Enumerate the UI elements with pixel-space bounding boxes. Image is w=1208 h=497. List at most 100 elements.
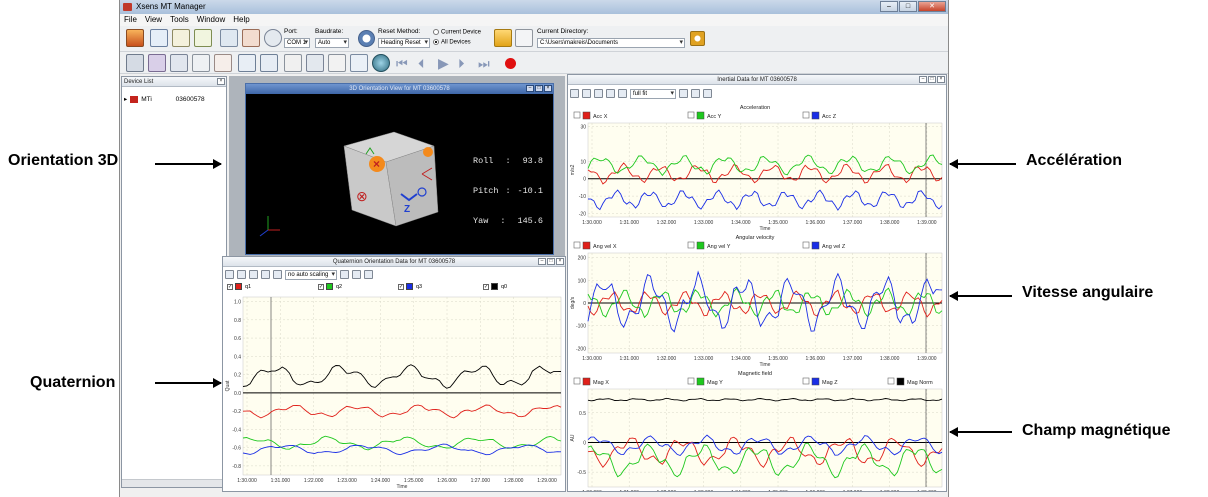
play-icon[interactable]: ▶ [438,55,449,71]
step-back-icon[interactable]: ⏴ [418,56,425,71]
legend-q3[interactable]: ✓ q3 [398,283,423,290]
inertial-max-icon[interactable]: □ [928,76,936,83]
menu-file[interactable]: File [124,15,137,24]
zoom-icon[interactable] [225,270,234,279]
inertial-title: Inertial Data for MT 03600578 [717,77,797,83]
orientation-3d-canvas[interactable]: × ⊗ Z [246,94,553,254]
columns-icon[interactable] [273,270,282,279]
z-dot-icon [417,187,427,197]
time-sync-icon[interactable] [372,54,390,72]
reset-orientation-icon[interactable] [358,30,375,47]
inertial-scaling-select[interactable]: full fit [630,88,676,99]
inertial-view-icon[interactable] [170,54,188,72]
in-settings-icon[interactable] [606,89,615,98]
directory-select[interactable]: C:\Users\makreis\Documents [537,38,685,48]
device-settings-icon[interactable] [150,29,168,47]
device-icon [130,95,139,103]
mag-xtick-label: 1:30.000 [582,490,602,491]
device-list-close-icon[interactable]: × [217,78,225,85]
device-row[interactable]: ▸ MTi 03600578 [124,95,205,103]
port-select[interactable]: COM 1 [284,38,310,48]
quat-close-icon[interactable]: × [556,258,564,265]
matrix-view-icon[interactable] [214,54,232,72]
inertial-close-icon[interactable]: × [937,76,945,83]
window-titlebar: Xsens MT Manager – □ ✕ [120,0,948,14]
orientation-max-icon[interactable]: □ [535,85,543,92]
port-gear-icon[interactable] [264,29,282,47]
orientation-min-icon[interactable]: – [526,85,534,92]
connect-icon[interactable] [126,29,144,47]
fit-icon[interactable] [249,270,258,279]
series-q1-line [242,404,562,419]
legend-q1-label: q1 [245,283,252,290]
graph-settings-icon[interactable] [261,270,270,279]
acc-xtick-label: 1:30.000 [582,220,602,226]
quaternion-view-icon[interactable] [192,54,210,72]
maximize-button[interactable]: □ [899,1,917,12]
log-file-icon[interactable] [172,29,190,47]
export-icon[interactable] [515,29,533,47]
quat-plot-area [242,296,562,476]
reset-method-label: Reset Method: [378,28,421,35]
in-export-icon[interactable] [703,89,712,98]
mag-legend-checkbox [687,377,695,385]
gyr-ytick-label: -200 [576,346,586,352]
quat-max-icon[interactable]: □ [547,258,555,265]
legend-q0[interactable]: ✓ q0 [483,283,508,290]
quat-min-icon[interactable]: – [538,258,546,265]
x-axis-marker [369,156,385,172]
export-chart-icon[interactable] [364,270,373,279]
radio-all-label: All Devices [441,39,471,46]
gnss-view-icon[interactable] [284,54,302,72]
skip-end-icon[interactable]: ⏭ [478,56,490,71]
pan-icon[interactable] [237,270,246,279]
device-name: MTi [141,96,152,103]
skip-start-icon[interactable]: ⏮ [396,56,408,71]
quat-xtick-label: 1:28.000 [504,478,524,484]
in-pan-icon[interactable] [582,89,591,98]
pressure-view-icon[interactable] [306,54,324,72]
menu-help[interactable]: Help [233,15,250,24]
orientation-close-icon[interactable]: × [544,85,552,92]
timeline-view-icon[interactable] [328,54,346,72]
status-view-icon[interactable] [238,54,256,72]
in-chart-icon[interactable] [679,89,688,98]
disconnect-icon[interactable] [220,29,238,47]
in-save-icon[interactable] [691,89,700,98]
radio-all-devices[interactable]: All Devices [433,39,471,46]
radio-current-device[interactable]: Current Device [433,29,481,36]
reset-method-select[interactable]: Heading Reset [378,38,430,48]
quaternion-chart[interactable]: 1.0 0.8 0.6 0.4 0.2 0.0 -0.2 -0.4 -0.6 -0.8 1:30.0… [223,293,565,491]
inertial-min-icon[interactable]: – [919,76,927,83]
configure-icon[interactable] [194,29,212,47]
menu-view[interactable]: View [144,15,163,24]
quat-scaling-select[interactable]: no auto scaling [285,269,337,280]
baudrate-select[interactable]: Auto [315,38,349,48]
in-columns-icon[interactable] [618,89,627,98]
open-folder-icon[interactable] [494,29,512,47]
acc-xtick-label: 1:39.000 [917,220,937,226]
in-zoom-icon[interactable] [570,89,579,98]
record-icon[interactable] [505,58,516,69]
3d-view-icon[interactable] [126,54,144,72]
chart-icon[interactable] [340,270,349,279]
scan-icon[interactable] [242,29,260,47]
browse-icon[interactable] [690,31,705,46]
raw-data-icon[interactable] [260,54,278,72]
close-button[interactable]: ✕ [918,1,946,12]
legend-q1[interactable]: ✓ q1 [227,283,252,290]
in-fit-icon[interactable] [594,89,603,98]
roll-label: Roll [473,156,494,166]
map-view-icon[interactable] [350,54,368,72]
legend-q2[interactable]: ✓ q2 [318,283,343,290]
euler-view-icon[interactable] [148,54,166,72]
mag-xtick-label: 1:34.000 [731,490,751,491]
step-forward-icon[interactable]: ⏵ [458,56,465,71]
menu-tools[interactable]: Tools [170,15,189,24]
save-icon[interactable] [352,270,361,279]
expand-arrow-icon[interactable]: ▸ [124,96,128,103]
minimize-button[interactable]: – [880,1,898,12]
menu-window[interactable]: Window [196,15,226,24]
device-list-scrollbar[interactable] [122,479,226,487]
